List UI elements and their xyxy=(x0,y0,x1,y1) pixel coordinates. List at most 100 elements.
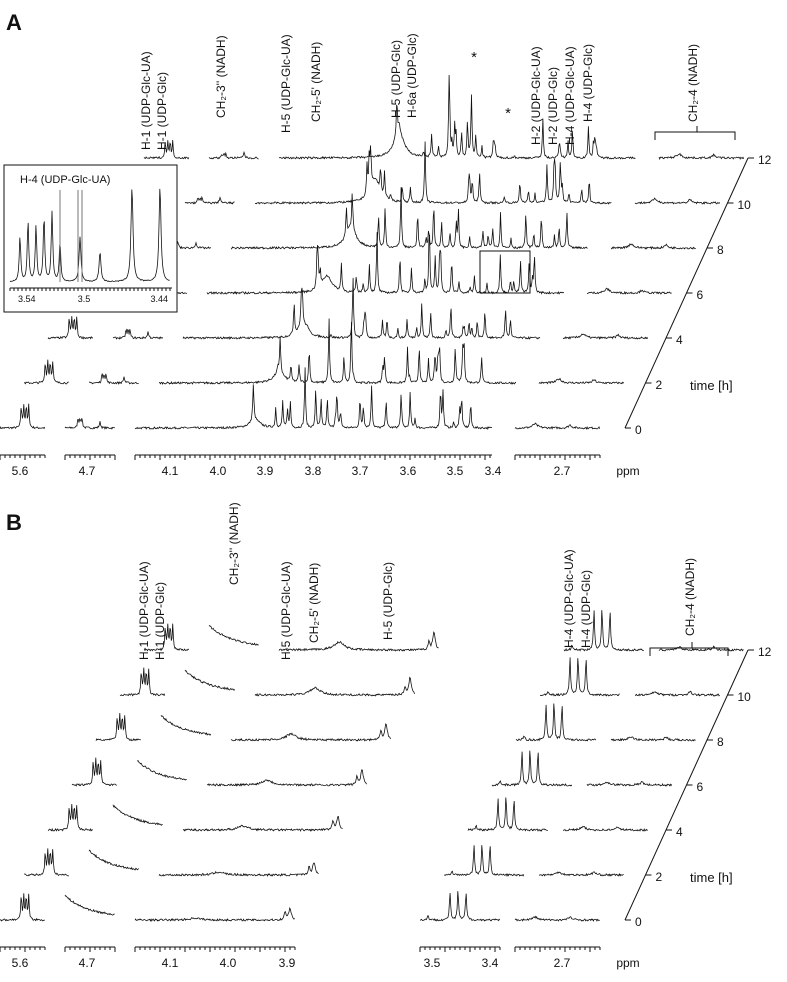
spectrum-trace xyxy=(254,141,612,205)
spectrum-trace xyxy=(538,871,624,877)
time-tick-label: 2 xyxy=(656,870,663,884)
time-tick-label: 0 xyxy=(635,915,642,929)
spectrum-trace xyxy=(610,736,696,742)
spectrum-trace xyxy=(610,243,696,250)
time-tick-label: 4 xyxy=(676,333,683,347)
spectrum-trace xyxy=(88,373,139,385)
time-tick-label: 6 xyxy=(697,780,704,794)
ppm-unit: ppm xyxy=(616,956,639,970)
spectrum-trace xyxy=(64,894,115,916)
zoom-box xyxy=(479,250,531,294)
spectrum-trace xyxy=(0,893,45,922)
time-tick-label: 0 xyxy=(635,423,642,437)
ppm-tick-label: 2.7 xyxy=(554,956,571,970)
peak-label: H-1 (UDP-Glc-UA) xyxy=(137,561,151,660)
spectrum-trace xyxy=(182,277,541,340)
ppm-tick-label: 3.9 xyxy=(257,464,274,478)
ppm-tick-label: 3.6 xyxy=(400,464,417,478)
inset-tick-label: 3.54 xyxy=(18,294,36,304)
ppm-tick-label: 3.9 xyxy=(279,956,296,970)
peak-label: H-4 (UDP-Glc) xyxy=(581,44,595,122)
spectrum-trace xyxy=(134,367,493,430)
spectrum-trace xyxy=(563,610,644,652)
time-tick-label: 12 xyxy=(758,153,772,167)
spectrum-trace xyxy=(230,187,588,250)
panel-label: B xyxy=(6,510,22,535)
time-tick-label: 8 xyxy=(717,735,724,749)
peak-label: H-1 (UDP-Glc-UA) xyxy=(139,51,153,150)
ppm-tick-label: 3.7 xyxy=(352,464,369,478)
spectrum-trace xyxy=(184,195,235,205)
ppm-tick-label: 3.4 xyxy=(482,956,499,970)
spectrum-trace xyxy=(134,906,295,922)
ppm-tick-label: 2.7 xyxy=(554,464,571,478)
spectrum-trace xyxy=(112,804,163,826)
peak-label: H-4 (UDP-Glc-UA) xyxy=(563,46,577,145)
time-tick-label: 2 xyxy=(656,378,663,392)
spectrum-trace xyxy=(71,757,118,787)
spectrum-trace xyxy=(160,715,212,736)
peak-label: H-4 (UDP-Glc-UA) xyxy=(562,549,576,648)
ppm-tick-label: 3.5 xyxy=(447,464,464,478)
bracket xyxy=(649,642,729,656)
ppm-tick-label: 5.6 xyxy=(12,464,29,478)
peak-label: H-1 (UDP-Glc) xyxy=(155,72,169,150)
ppm-tick-label: 4.1 xyxy=(162,464,179,478)
peak-label: H-6a (UDP-Glc) xyxy=(405,33,419,118)
spectrum-trace xyxy=(206,232,565,295)
spectrum-trace xyxy=(586,287,672,295)
spectrum-trace xyxy=(586,780,673,787)
peak-label: CH₂-3'' (NADH) xyxy=(214,35,228,118)
ppm-tick-label: 4.7 xyxy=(79,956,96,970)
ppm-tick-label: 3.8 xyxy=(305,464,322,478)
spectrum-trace xyxy=(0,403,46,430)
asterisk: * xyxy=(505,105,511,122)
spectrum-trace xyxy=(47,316,94,340)
spectrum-trace xyxy=(112,328,164,340)
spectrum-trace xyxy=(658,645,744,652)
spectrum-trace xyxy=(206,769,367,787)
peak-label: H-5 (UDP-Glc) xyxy=(381,562,395,640)
spectrum-trace xyxy=(119,667,166,697)
ppm-tick-label: 4.0 xyxy=(220,956,237,970)
spectrum-trace xyxy=(634,690,720,697)
spectrum-trace xyxy=(136,760,187,781)
spectrum-trace xyxy=(143,139,190,160)
spectrum-trace xyxy=(143,623,190,652)
time-tick-label: 12 xyxy=(758,645,772,659)
spectrum-trace xyxy=(539,657,620,697)
spectrum-trace xyxy=(562,825,648,832)
spectrum-trace xyxy=(419,891,501,922)
time-tick-label: 4 xyxy=(676,825,683,839)
peak-label: CH₂-3'' (NADH) xyxy=(227,502,241,585)
spectrum-trace xyxy=(254,676,415,697)
inset-label: H-4 (UDP-Glc-UA) xyxy=(20,174,110,186)
time-tick-label: 10 xyxy=(738,198,752,212)
spectrum-trace xyxy=(88,849,139,871)
peak-label: H-5 (UDP-Glc) xyxy=(389,40,403,118)
spectrum-trace xyxy=(47,803,94,832)
time-tick-label: 6 xyxy=(697,288,704,302)
spectrum-trace xyxy=(230,723,391,742)
spectrum-trace xyxy=(278,631,439,652)
peak-label: H-4 (UDP-Glc) xyxy=(579,570,593,648)
peak-label: CH₂-5' (NADH) xyxy=(309,42,323,122)
spectrum-trace xyxy=(634,197,721,205)
spectrum-trace xyxy=(278,74,636,160)
ppm-tick-label: 3.5 xyxy=(424,956,441,970)
time-tick-label: 10 xyxy=(738,690,752,704)
spectrum-trace xyxy=(515,703,597,742)
inset-tick-label: 3.44 xyxy=(150,294,168,304)
spectrum-trace xyxy=(538,377,625,385)
ppm-tick-label: 5.6 xyxy=(12,956,29,970)
ppm-tick-label: 4.1 xyxy=(162,956,179,970)
spectrum-trace xyxy=(443,845,525,877)
inset-trace xyxy=(9,188,170,282)
peak-label: CH₂-4 (NADH) xyxy=(686,44,700,122)
spectrum-trace xyxy=(24,848,69,877)
spectrum-trace xyxy=(208,625,259,646)
ppm-tick-label: 4.0 xyxy=(210,464,227,478)
peak-label: CH₂-5' (NADH) xyxy=(307,563,321,643)
spectrum-trace xyxy=(95,712,141,742)
spectrum-trace xyxy=(514,915,600,922)
